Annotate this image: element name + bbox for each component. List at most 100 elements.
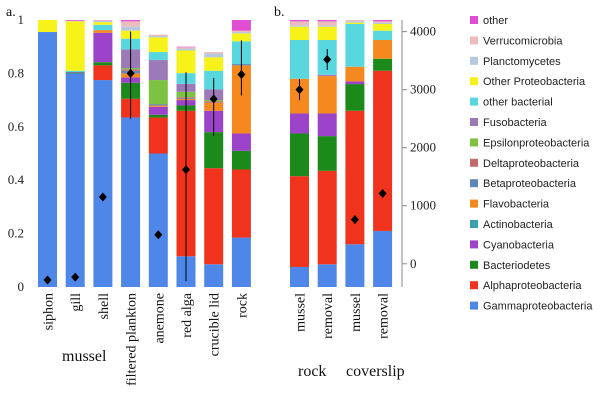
category-labels: siphon gill shell filtered plankton anemone r… bbox=[42, 292, 392, 386]
bar-segment-alphaproteobacteria bbox=[345, 110, 365, 245]
bar-segment-other bbox=[231, 20, 251, 31]
legend-label-actinobacteria: Actinobacteria bbox=[483, 219, 554, 231]
category-label-removal: removal bbox=[321, 293, 336, 339]
bar-segment-other bbox=[121, 20, 141, 22]
bar-segment-bacteriodetes bbox=[345, 84, 365, 111]
legend-label-other-bacterial: other bacterial bbox=[483, 97, 553, 109]
bar-segment-gammaproteobacteria bbox=[38, 32, 57, 287]
diamond-marker bbox=[323, 54, 332, 64]
bar-segment-alphaproteobacteria bbox=[148, 117, 168, 154]
bar-segment-cyanobacteria bbox=[290, 113, 309, 134]
bar-segment-gammaproteobacteria bbox=[121, 117, 141, 287]
bar-segment-bacteriodetes bbox=[93, 62, 113, 66]
bar-segment-flavobacteria bbox=[373, 40, 393, 59]
legend-label-verrucomicrobia: Verrucomicrobia bbox=[483, 35, 563, 47]
legend-swatch-verrucomicrobia bbox=[470, 36, 478, 45]
bar-segment-planctomycetes bbox=[148, 36, 168, 38]
right-tick-label: 1000 bbox=[410, 198, 436, 213]
bar-segment-other-proteobacteria bbox=[231, 33, 251, 42]
legend-swatch-planctomycetes bbox=[470, 56, 478, 65]
legend-swatch-other-proteobacteria bbox=[470, 77, 478, 86]
bar-segment-planctomycetes bbox=[93, 20, 113, 23]
bar-segment-verrucomicrobia bbox=[373, 21, 393, 23]
bar-segment-planctomycetes bbox=[317, 25, 337, 27]
bar-segment-bacteriodetes bbox=[373, 58, 393, 71]
left-tick-label: 0.2 bbox=[8, 226, 24, 241]
group-label-mussel: mussel bbox=[62, 348, 107, 365]
diamond-marker bbox=[209, 94, 218, 104]
bar-segment-cyanobacteria bbox=[317, 113, 337, 137]
bar-segment-other-proteobacteria bbox=[38, 20, 57, 33]
legend-swatch-other-bacterial bbox=[470, 97, 478, 106]
bar-segment-planctomycetes bbox=[231, 32, 251, 34]
bar-segment-other-bacterial bbox=[373, 30, 393, 41]
bar-segment-fusobacteria bbox=[317, 74, 337, 77]
bar-segment-gammaproteobacteria bbox=[231, 237, 251, 287]
legend-swatch-actinobacteria bbox=[470, 220, 478, 228]
bar-segment-cyanobacteria bbox=[65, 72, 85, 73]
bar-segment-gammaproteobacteria bbox=[148, 153, 168, 287]
category-label-siphon: siphon bbox=[42, 293, 57, 330]
right-tick-label: 4000 bbox=[410, 24, 436, 39]
bar-segment-betaproteobacteria bbox=[148, 104, 168, 106]
bar-segment-bacteriodetes bbox=[148, 114, 168, 118]
legend-swatch-deltaproteobacteria bbox=[470, 158, 478, 167]
bar-segment-verrucomicrobia bbox=[345, 20, 365, 22]
bar-segment-other-proteobacteria bbox=[148, 37, 168, 53]
right-tick-label: 0 bbox=[410, 256, 417, 271]
bar-segment-cyanobacteria bbox=[148, 106, 168, 115]
bar-segment-gammaproteobacteria bbox=[290, 266, 309, 287]
bar-segment-other-bacterial bbox=[65, 70, 85, 73]
legend-swatch-bacteriodetes bbox=[470, 260, 478, 269]
bar-segment-alphaproteobacteria bbox=[317, 170, 337, 265]
left-tick-label: 0 bbox=[18, 279, 25, 294]
bar-segment-planctomycetes bbox=[290, 25, 309, 27]
bar-segment-gammaproteobacteria bbox=[373, 230, 393, 287]
right-y-axis: 0 1000 2000 3000 4000 bbox=[401, 20, 436, 287]
bar-segment-other bbox=[290, 20, 309, 22]
bar-segment-verrucomicrobia bbox=[121, 21, 141, 27]
panel-label-a: a. bbox=[6, 5, 16, 20]
left-tick-label: 0.8 bbox=[8, 65, 24, 80]
bar-segment-other-proteobacteria bbox=[290, 26, 309, 41]
bar-segment-planctomycetes bbox=[345, 21, 365, 23]
category-label-anemone: anemone bbox=[152, 293, 167, 344]
bar-segment-alphaproteobacteria bbox=[93, 65, 113, 81]
category-label-mussel: mussel bbox=[349, 293, 364, 332]
bar-segment-verrucomicrobia bbox=[148, 34, 168, 37]
bar-segment-other-proteobacteria bbox=[93, 22, 113, 25]
diamond-marker bbox=[154, 230, 163, 240]
right-tick-label: 3000 bbox=[410, 82, 436, 97]
legend-label-planctomycetes: Planctomycetes bbox=[483, 56, 561, 68]
bar-segment-cyanobacteria bbox=[93, 32, 113, 63]
legend-swatch-flavobacteria bbox=[470, 199, 478, 208]
legend-label-epsilonproteobacteria: Epsilonproteobacteria bbox=[483, 137, 590, 149]
legend-label-other-proteobacteria: Other Proteobacteria bbox=[483, 76, 586, 88]
bar-segment-epsilonproteobacteria bbox=[148, 80, 168, 105]
bar-segment-alphaproteobacteria bbox=[373, 70, 393, 231]
bar-segment-other-bacterial bbox=[345, 24, 365, 67]
bar-segment-other bbox=[317, 20, 337, 22]
bar-segment-other bbox=[373, 20, 393, 22]
bar-segment-flavobacteria bbox=[317, 76, 337, 114]
bar-segment-alphaproteobacteria bbox=[231, 169, 251, 238]
bars-layer bbox=[38, 20, 393, 288]
left-y-axis: 0 0.2 0.4 0.6 0.8 1 bbox=[8, 12, 25, 294]
bar-segment-gammaproteobacteria bbox=[204, 264, 224, 287]
bar-segment-flavobacteria bbox=[148, 105, 168, 107]
group-label-rock: rock bbox=[298, 363, 326, 380]
bar-segment-verrucomicrobia bbox=[93, 20, 113, 21]
legend-label-cyanobacteria: Cyanobacteria bbox=[483, 239, 555, 251]
bar-segment-planctomycetes bbox=[373, 22, 393, 25]
bar-segment-gammaproteobacteria bbox=[345, 244, 365, 287]
left-tick-label: 0.4 bbox=[8, 172, 25, 187]
bar-segment-other-proteobacteria bbox=[204, 57, 224, 71]
bar-segment-verrucomicrobia bbox=[317, 21, 337, 26]
bar-segment-alphaproteobacteria bbox=[290, 176, 309, 267]
diamond-marker bbox=[237, 70, 246, 80]
bar-segment-other-proteobacteria bbox=[345, 22, 365, 25]
bar-segment-planctomycetes bbox=[176, 48, 196, 51]
bar-segment-verrucomicrobia bbox=[204, 52, 224, 54]
bar-segment-other-proteobacteria bbox=[317, 26, 337, 41]
